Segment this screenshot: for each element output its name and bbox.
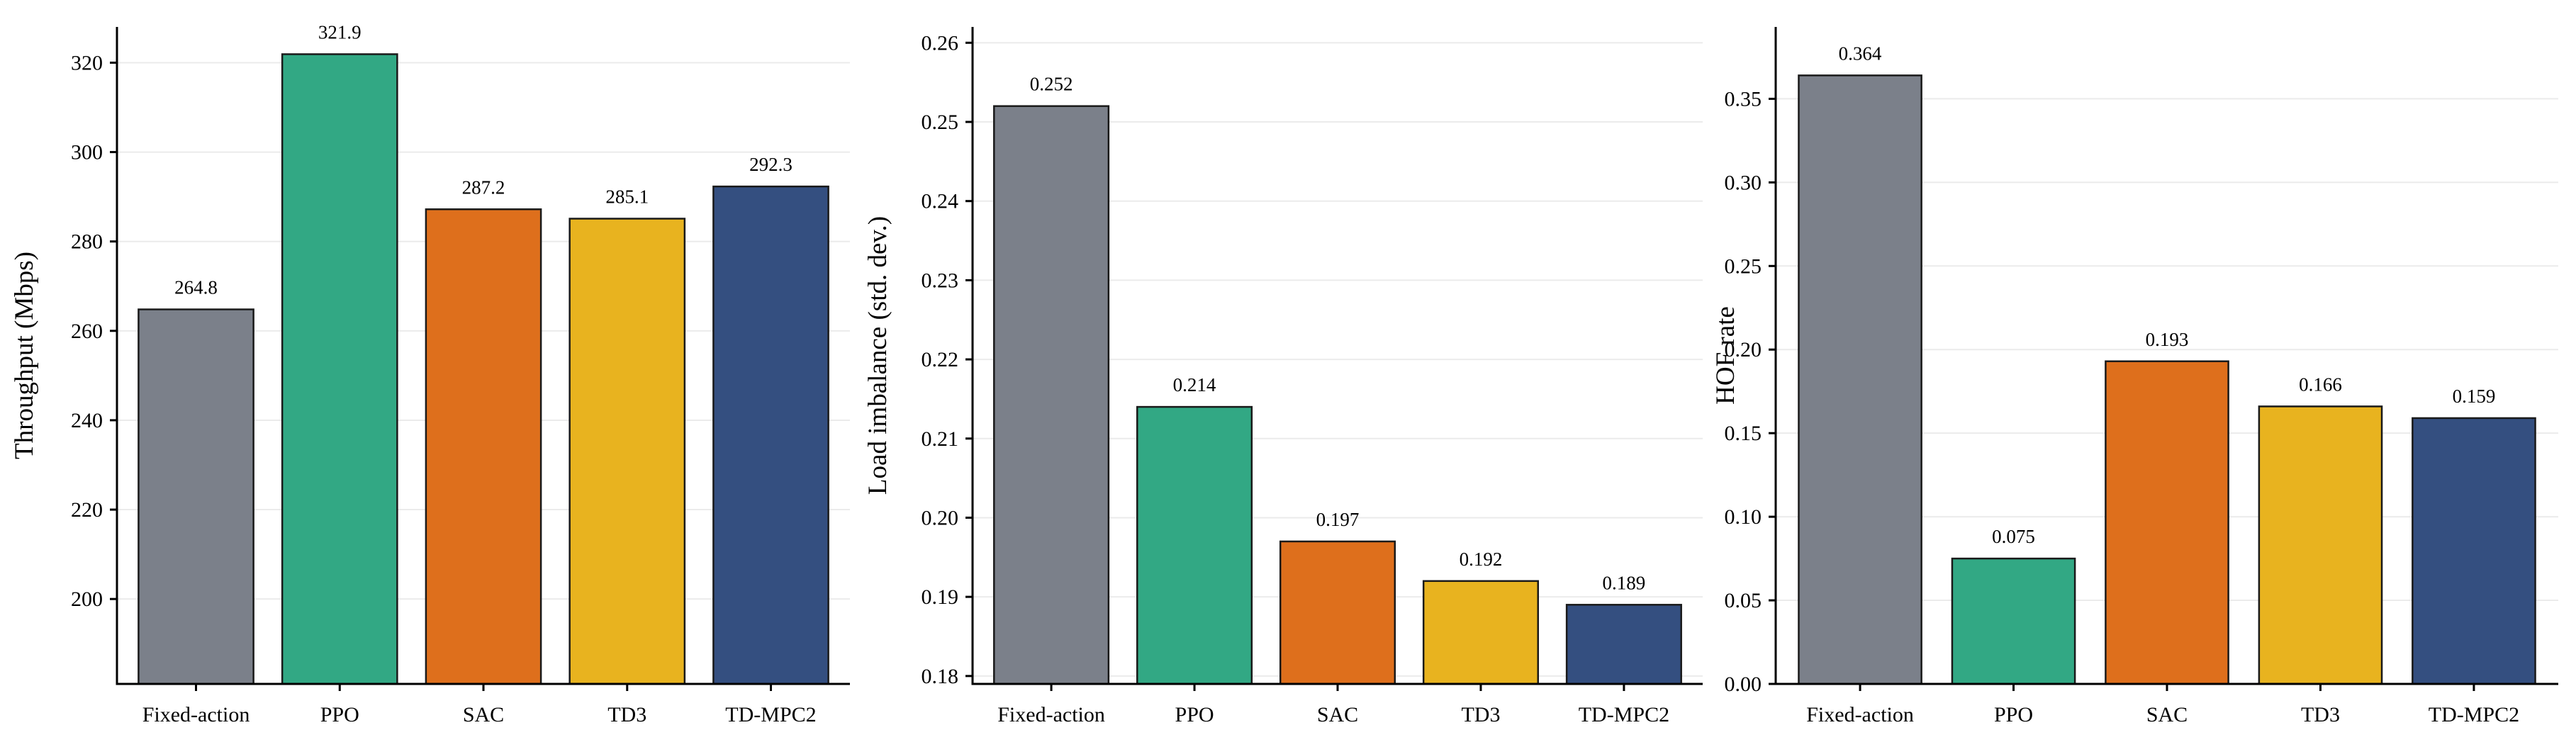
bar-fixed-action bbox=[138, 308, 254, 685]
y-tick-label: 260 bbox=[71, 320, 103, 343]
bar-td3 bbox=[2258, 405, 2383, 685]
x-tick-label-td3: TD3 bbox=[2301, 703, 2340, 726]
x-tick-label-td3: TD3 bbox=[607, 703, 646, 726]
y-axis-title: HOF rate bbox=[1711, 306, 1740, 405]
throughput-chart: 264.8 Fixed-action 321.9 PPO 287.2 SAC 285.1 TD… bbox=[10, 21, 850, 726]
data-label-td-mpc2: 0.159 bbox=[2453, 386, 2496, 407]
x-tick-label-fixed-action: Fixed-action bbox=[142, 703, 250, 726]
axis-spines bbox=[116, 27, 850, 685]
y-tick-label: 240 bbox=[71, 409, 103, 432]
data-label-ppo: 0.075 bbox=[1992, 526, 2035, 547]
data-label-fixed-action: 0.252 bbox=[1030, 74, 1073, 95]
data-label-sac: 287.2 bbox=[462, 176, 505, 198]
y-tick-label: 0.26 bbox=[922, 31, 959, 55]
y-tick-label: 0.20 bbox=[922, 506, 959, 529]
y-axis-title: Throughput (Mbps) bbox=[10, 252, 39, 459]
y-tick-label: 0.35 bbox=[1725, 87, 1762, 111]
x-tick-label-sac: SAC bbox=[463, 703, 504, 726]
bar-ppo bbox=[281, 53, 398, 685]
bar-td3 bbox=[569, 218, 686, 685]
x-tick-label-td-mpc2: TD-MPC2 bbox=[2429, 703, 2519, 726]
y-tick-label: 0.15 bbox=[1725, 422, 1762, 445]
x-tick-label-fixed-action: Fixed-action bbox=[997, 703, 1105, 726]
data-label-td-mpc2: 0.189 bbox=[1603, 572, 1646, 593]
hof-rate-chart: 0.364 Fixed-action 0.075 PPO 0.193 SAC 0.166 TD… bbox=[1711, 27, 2558, 726]
y-tick-label: 300 bbox=[71, 141, 103, 164]
x-tick-label-td-mpc2: TD-MPC2 bbox=[1579, 703, 1669, 726]
y-tick-label: 0.21 bbox=[922, 427, 959, 451]
bar-td-mpc2 bbox=[712, 185, 829, 685]
data-label-ppo: 321.9 bbox=[318, 21, 362, 43]
y-tick-label: 280 bbox=[71, 230, 103, 254]
bar-ppo bbox=[1951, 557, 2076, 685]
data-label-sac: 0.193 bbox=[2146, 329, 2189, 350]
y-tick-label: 0.20 bbox=[1725, 338, 1762, 361]
bar-sac bbox=[2105, 360, 2229, 685]
y-tick-label: 320 bbox=[71, 51, 103, 74]
x-tick-label-td-mpc2: TD-MPC2 bbox=[725, 703, 816, 726]
y-tick-label: 0.00 bbox=[1725, 673, 1762, 696]
y-tick-label: 0.24 bbox=[922, 190, 959, 213]
load-imbalance-chart: 0.252 Fixed-action 0.214 PPO 0.197 SAC 0.192 TD… bbox=[863, 27, 1703, 726]
data-label-fixed-action: 0.364 bbox=[1839, 43, 1882, 64]
x-tick-label-td3: TD3 bbox=[1461, 703, 1500, 726]
data-label-td-mpc2: 292.3 bbox=[749, 154, 793, 175]
y-tick-label: 0.30 bbox=[1725, 171, 1762, 194]
data-label-fixed-action: 264.8 bbox=[174, 277, 218, 298]
x-tick-label-ppo: PPO bbox=[1994, 703, 2033, 726]
x-tick-label-sac: SAC bbox=[1317, 703, 1358, 726]
bar-td-mpc2 bbox=[2412, 417, 2536, 685]
x-tick-label-sac: SAC bbox=[2146, 703, 2188, 726]
y-tick-label: 0.10 bbox=[1725, 505, 1762, 529]
bar-ppo bbox=[1136, 405, 1253, 685]
y-tick-label: 0.23 bbox=[922, 269, 959, 292]
bar-sac bbox=[1279, 540, 1396, 685]
bar-sac bbox=[425, 208, 542, 685]
x-tick-label-fixed-action: Fixed-action bbox=[1806, 703, 1914, 726]
y-tick-label: 0.25 bbox=[1725, 254, 1762, 278]
y-axis-title: Load imbalance (std. dev.) bbox=[863, 216, 892, 495]
bar-td-mpc2 bbox=[1565, 604, 1682, 685]
x-tick-label-ppo: PPO bbox=[320, 703, 359, 726]
axis-spines bbox=[971, 27, 1703, 685]
data-label-sac: 0.197 bbox=[1316, 509, 1360, 530]
y-tick-label: 0.25 bbox=[922, 111, 959, 134]
y-tick-label: 0.19 bbox=[922, 585, 959, 609]
bar-fixed-action bbox=[1798, 74, 1922, 685]
axis-spines bbox=[1774, 27, 2558, 685]
bar-td3 bbox=[1422, 580, 1539, 685]
data-label-td3: 0.166 bbox=[2299, 374, 2342, 395]
data-label-td3: 285.1 bbox=[605, 186, 649, 208]
y-tick-label: 0.22 bbox=[922, 348, 959, 371]
bar-fixed-action bbox=[993, 105, 1110, 685]
y-tick-label: 200 bbox=[71, 588, 103, 611]
data-label-ppo: 0.214 bbox=[1173, 374, 1216, 395]
x-tick-label-ppo: PPO bbox=[1175, 703, 1214, 726]
y-tick-label: 220 bbox=[71, 498, 103, 522]
y-tick-label: 0.18 bbox=[922, 665, 959, 688]
data-label-td3: 0.192 bbox=[1460, 549, 1503, 570]
y-tick-label: 0.05 bbox=[1725, 589, 1762, 612]
